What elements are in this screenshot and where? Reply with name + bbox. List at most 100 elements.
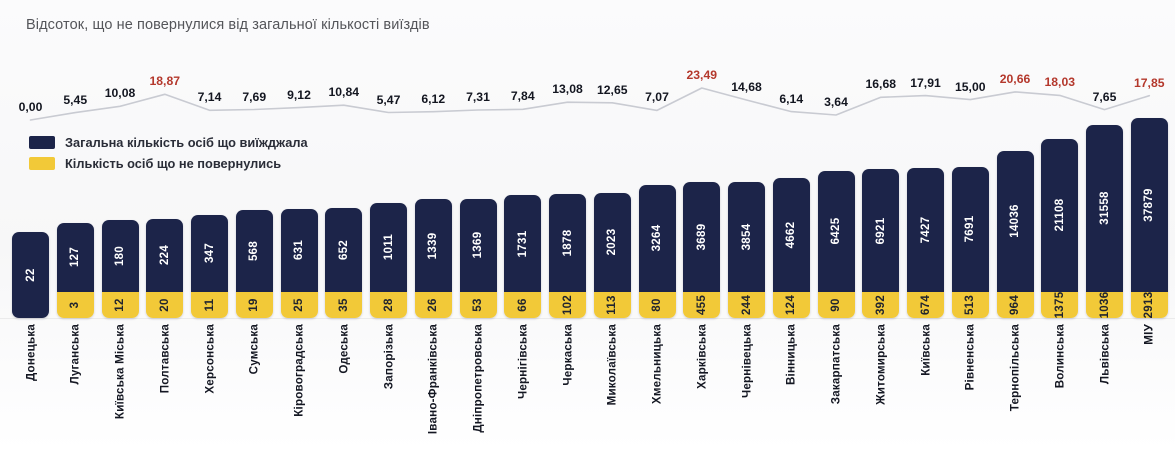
bar-segment-total: 1339 [414,199,452,292]
category-label: Полтавська [158,324,172,394]
bar-stack[interactable]: 2023 113 [593,192,631,318]
bar-value-total: 2023 [606,229,619,256]
bar-group[interactable]: 1339 26 Івано-Франківська [414,0,452,451]
bar-value-not-returned: 392 [874,294,887,316]
bar-group[interactable]: 4662 124 Вінницька [772,0,810,451]
bar-segment-not-returned: 1375 [1041,291,1079,318]
percent-label: 13,08 [552,82,583,97]
bar-value-not-returned: 26 [427,298,440,312]
percent-label: 15,00 [955,79,986,94]
bar-group[interactable]: 6425 90 Закарпатська [817,0,855,451]
bar-segment-total: 347 [191,214,228,292]
bar-group[interactable]: 1878 102 Черкаська [549,0,586,451]
bar-group[interactable]: 3689 455 Харківська [683,0,721,451]
bar-stack[interactable]: 347 11 [191,214,228,318]
bar-value-total: 652 [337,240,350,261]
bar-stack[interactable]: 1878 102 [549,194,586,318]
legend-item-total: Загальна кількість осіб що виїжджала [29,133,308,151]
category-label: Рівненська [963,324,977,391]
bar-stack[interactable]: 31558 1036 [1086,124,1123,318]
bar-segment-total: 3854 [728,181,765,292]
category-label: МІУ [1142,324,1156,345]
bar-value-total: 37879 [1143,188,1156,222]
bar-group[interactable]: 31558 1036 Львівська [1086,0,1123,451]
bar-stack[interactable]: 37879 2913 [1130,118,1168,318]
bar-value-total: 6921 [874,217,887,244]
category-label: Волинська [1053,324,1067,389]
bar-stack[interactable]: 4662 124 [772,177,810,318]
bar-stack[interactable]: 22 [12,232,49,318]
bar-stack[interactable]: 3264 80 [638,184,676,318]
bar-group[interactable]: 1369 53 Дніпропетровська [459,0,497,451]
bar-stack[interactable]: 14036 964 [996,150,1034,318]
bar-value-not-returned: 28 [382,298,395,312]
bar-group[interactable]: 1011 28 Запорізька [370,0,407,451]
bar-segment-not-returned: 2913 [1130,292,1168,318]
bar-group[interactable]: 1731 66 Чернігівська [504,0,542,451]
percent-label: 7,14 [197,90,222,105]
bar-value-not-returned: 3 [69,301,82,309]
bar-group[interactable]: 3264 80 Хмельницька [638,0,676,451]
bar-stack[interactable]: 127 3 [56,222,94,318]
bar-value-total: 631 [293,240,305,261]
bar-group[interactable]: 652 35 Одеська [325,0,363,451]
bar-segment-not-returned: 11 [191,292,228,318]
bar-segment-total: 1878 [549,194,586,292]
category-label: Житомирська [874,324,888,405]
bar-stack[interactable]: 7691 513 [951,166,989,318]
bar-value-not-returned: 244 [740,294,753,316]
category-label: Кіровоградська [292,324,306,417]
bar-stack[interactable]: 631 25 [280,208,318,318]
bar-value-total: 6425 [830,218,842,245]
bar-group[interactable]: 22 Донецька [12,0,49,451]
bar-value-not-returned: 20 [158,298,171,312]
bar-group[interactable]: 127 3 Луганська [56,0,94,451]
bar-group[interactable]: 6921 392 Житомирська [862,0,900,451]
bar-stack[interactable]: 3689 455 [683,182,721,318]
bar-stack[interactable]: 1339 26 [414,199,452,318]
bar-group[interactable]: 21108 1375 Волинська [1041,0,1079,451]
bar-group[interactable]: 224 20 Полтавська [146,0,184,451]
bar-group[interactable]: 14036 964 Тернопільська [996,0,1034,451]
category-label: Одеська [337,324,351,374]
bar-group[interactable]: 7691 513 Рівненська [951,0,989,451]
bar-group[interactable]: 347 11 Херсонська [191,0,228,451]
percent-label: 14,68 [731,80,762,94]
bar-value-not-returned: 124 [785,294,798,316]
percent-label: 0,00 [18,100,43,114]
bar-stack[interactable]: 1731 66 [504,195,542,318]
bar-group[interactable]: 37879 2913 МІУ [1130,0,1168,451]
bar-stack[interactable]: 6921 392 [862,169,900,318]
bar-stack[interactable]: 224 20 [146,218,184,318]
bar-value-total: 127 [69,247,82,268]
bar-stack[interactable]: 568 19 [235,209,273,318]
category-label: Хмельницька [650,324,664,405]
bar-group[interactable]: 2023 113 Миколаївська [593,0,631,451]
bar-stack[interactable]: 7427 674 [907,167,944,318]
bar-value-total: 224 [158,245,171,266]
bar-value-not-returned: 455 [695,294,708,316]
bar-group[interactable]: 180 12 Київська Міська [101,0,139,451]
percent-label: 7,65 [1092,89,1117,104]
bar-segment-not-returned: 66 [504,292,542,318]
bar-group[interactable]: 568 19 Сумська [235,0,273,451]
bar-stack[interactable]: 1011 28 [370,202,407,318]
bar-stack[interactable]: 21108 1375 [1041,138,1079,318]
percent-label: 10,84 [328,85,360,100]
bar-value-total: 1369 [472,231,484,259]
category-label: Черкаська [561,324,574,386]
bar-value-not-returned: 1375 [1053,291,1066,318]
bar-group[interactable]: 3854 244 Чернівецька [728,0,765,451]
bar-stack[interactable]: 6425 90 [817,170,855,318]
bar-value-not-returned: 35 [337,298,350,312]
bar-stack[interactable]: 3854 244 [728,181,765,318]
bar-stack[interactable]: 180 12 [101,220,139,318]
bar-stack[interactable]: 1369 53 [459,198,497,318]
bar-stack[interactable]: 652 35 [325,208,363,318]
bar-group[interactable]: 631 25 Кіровоградська [280,0,318,451]
bar-value-not-returned: 12 [114,298,126,312]
percent-label: 12,65 [597,82,628,97]
bar-group[interactable]: 7427 674 Київська [907,0,944,451]
category-label: Херсонська [203,324,216,394]
